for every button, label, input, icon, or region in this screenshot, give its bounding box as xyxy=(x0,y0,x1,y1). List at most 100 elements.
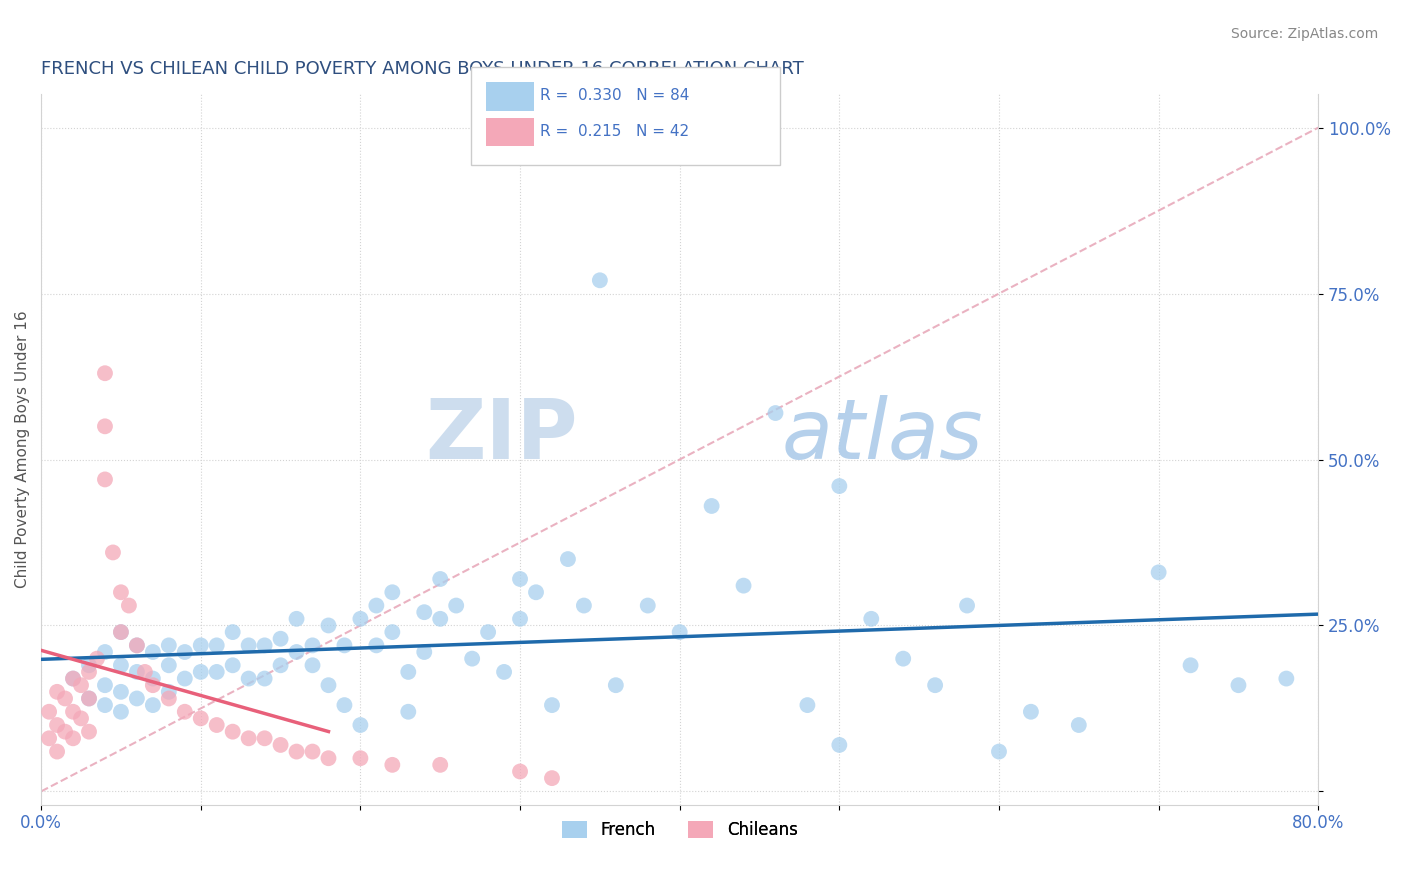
Point xyxy=(509,764,531,779)
Point xyxy=(413,605,436,619)
Point xyxy=(381,757,404,772)
Point xyxy=(110,658,132,673)
Point xyxy=(77,691,100,706)
Point xyxy=(190,639,212,653)
Point xyxy=(142,672,165,686)
Point xyxy=(541,771,564,785)
Point xyxy=(637,599,659,613)
Point xyxy=(110,625,132,640)
Point xyxy=(1019,705,1042,719)
Point xyxy=(53,724,76,739)
Point xyxy=(524,585,547,599)
Point xyxy=(413,645,436,659)
Text: FRENCH VS CHILEAN CHILD POVERTY AMONG BOYS UNDER 16 CORRELATION CHART: FRENCH VS CHILEAN CHILD POVERTY AMONG BO… xyxy=(41,60,804,78)
Point xyxy=(157,691,180,706)
Point xyxy=(134,665,156,679)
Point xyxy=(396,705,419,719)
Point xyxy=(125,639,148,653)
Point xyxy=(101,545,124,559)
Point xyxy=(477,625,499,640)
Point xyxy=(605,678,627,692)
Point xyxy=(46,718,69,732)
Point xyxy=(891,651,914,665)
Point xyxy=(94,366,117,380)
Y-axis label: Child Poverty Among Boys Under 16: Child Poverty Among Boys Under 16 xyxy=(15,310,30,589)
Point xyxy=(221,625,243,640)
Point xyxy=(318,618,340,632)
Point xyxy=(118,599,141,613)
Point xyxy=(285,745,308,759)
Text: Source: ZipAtlas.com: Source: ZipAtlas.com xyxy=(1230,27,1378,41)
Point xyxy=(190,711,212,725)
Point xyxy=(301,745,323,759)
Point xyxy=(38,731,60,746)
Point xyxy=(285,645,308,659)
Point xyxy=(46,745,69,759)
Point xyxy=(349,751,371,765)
Point xyxy=(366,599,388,613)
Point xyxy=(924,678,946,692)
Point xyxy=(270,632,292,646)
Point xyxy=(70,711,93,725)
Point xyxy=(86,651,108,665)
Point xyxy=(110,585,132,599)
Point xyxy=(988,745,1011,759)
Point xyxy=(668,625,690,640)
Text: R =  0.215   N = 42: R = 0.215 N = 42 xyxy=(540,124,689,138)
Point xyxy=(53,691,76,706)
Point xyxy=(125,691,148,706)
Point xyxy=(589,273,612,287)
Point xyxy=(1067,718,1090,732)
Point xyxy=(142,645,165,659)
Point xyxy=(173,705,195,719)
Point xyxy=(733,579,755,593)
Point xyxy=(700,499,723,513)
Point xyxy=(221,658,243,673)
Point xyxy=(509,572,531,586)
Point xyxy=(94,645,117,659)
Point xyxy=(77,691,100,706)
Point xyxy=(381,625,404,640)
Point xyxy=(301,658,323,673)
Point xyxy=(253,672,276,686)
Point xyxy=(238,639,260,653)
Point xyxy=(157,658,180,673)
Text: atlas: atlas xyxy=(782,395,983,475)
Point xyxy=(429,757,451,772)
Point xyxy=(173,672,195,686)
Point xyxy=(381,585,404,599)
Point xyxy=(318,678,340,692)
Point xyxy=(1147,566,1170,580)
Point xyxy=(62,672,84,686)
Point xyxy=(238,672,260,686)
Point xyxy=(142,698,165,712)
Point xyxy=(46,685,69,699)
Point xyxy=(110,705,132,719)
Point xyxy=(333,698,356,712)
Point xyxy=(366,639,388,653)
Point xyxy=(301,639,323,653)
Point xyxy=(77,658,100,673)
Point xyxy=(205,639,228,653)
Point xyxy=(77,724,100,739)
Point xyxy=(253,639,276,653)
Point xyxy=(62,672,84,686)
Point xyxy=(62,731,84,746)
Point xyxy=(94,472,117,486)
Point xyxy=(142,678,165,692)
Point xyxy=(70,678,93,692)
Point xyxy=(94,698,117,712)
Point xyxy=(1227,678,1250,692)
Point xyxy=(828,738,851,752)
Text: ZIP: ZIP xyxy=(425,395,578,475)
Point xyxy=(125,639,148,653)
Point xyxy=(956,599,979,613)
Point xyxy=(238,731,260,746)
Point xyxy=(285,612,308,626)
Point xyxy=(125,665,148,679)
Point xyxy=(270,738,292,752)
Point xyxy=(541,698,564,712)
Point xyxy=(557,552,579,566)
Point xyxy=(110,685,132,699)
Point xyxy=(494,665,516,679)
